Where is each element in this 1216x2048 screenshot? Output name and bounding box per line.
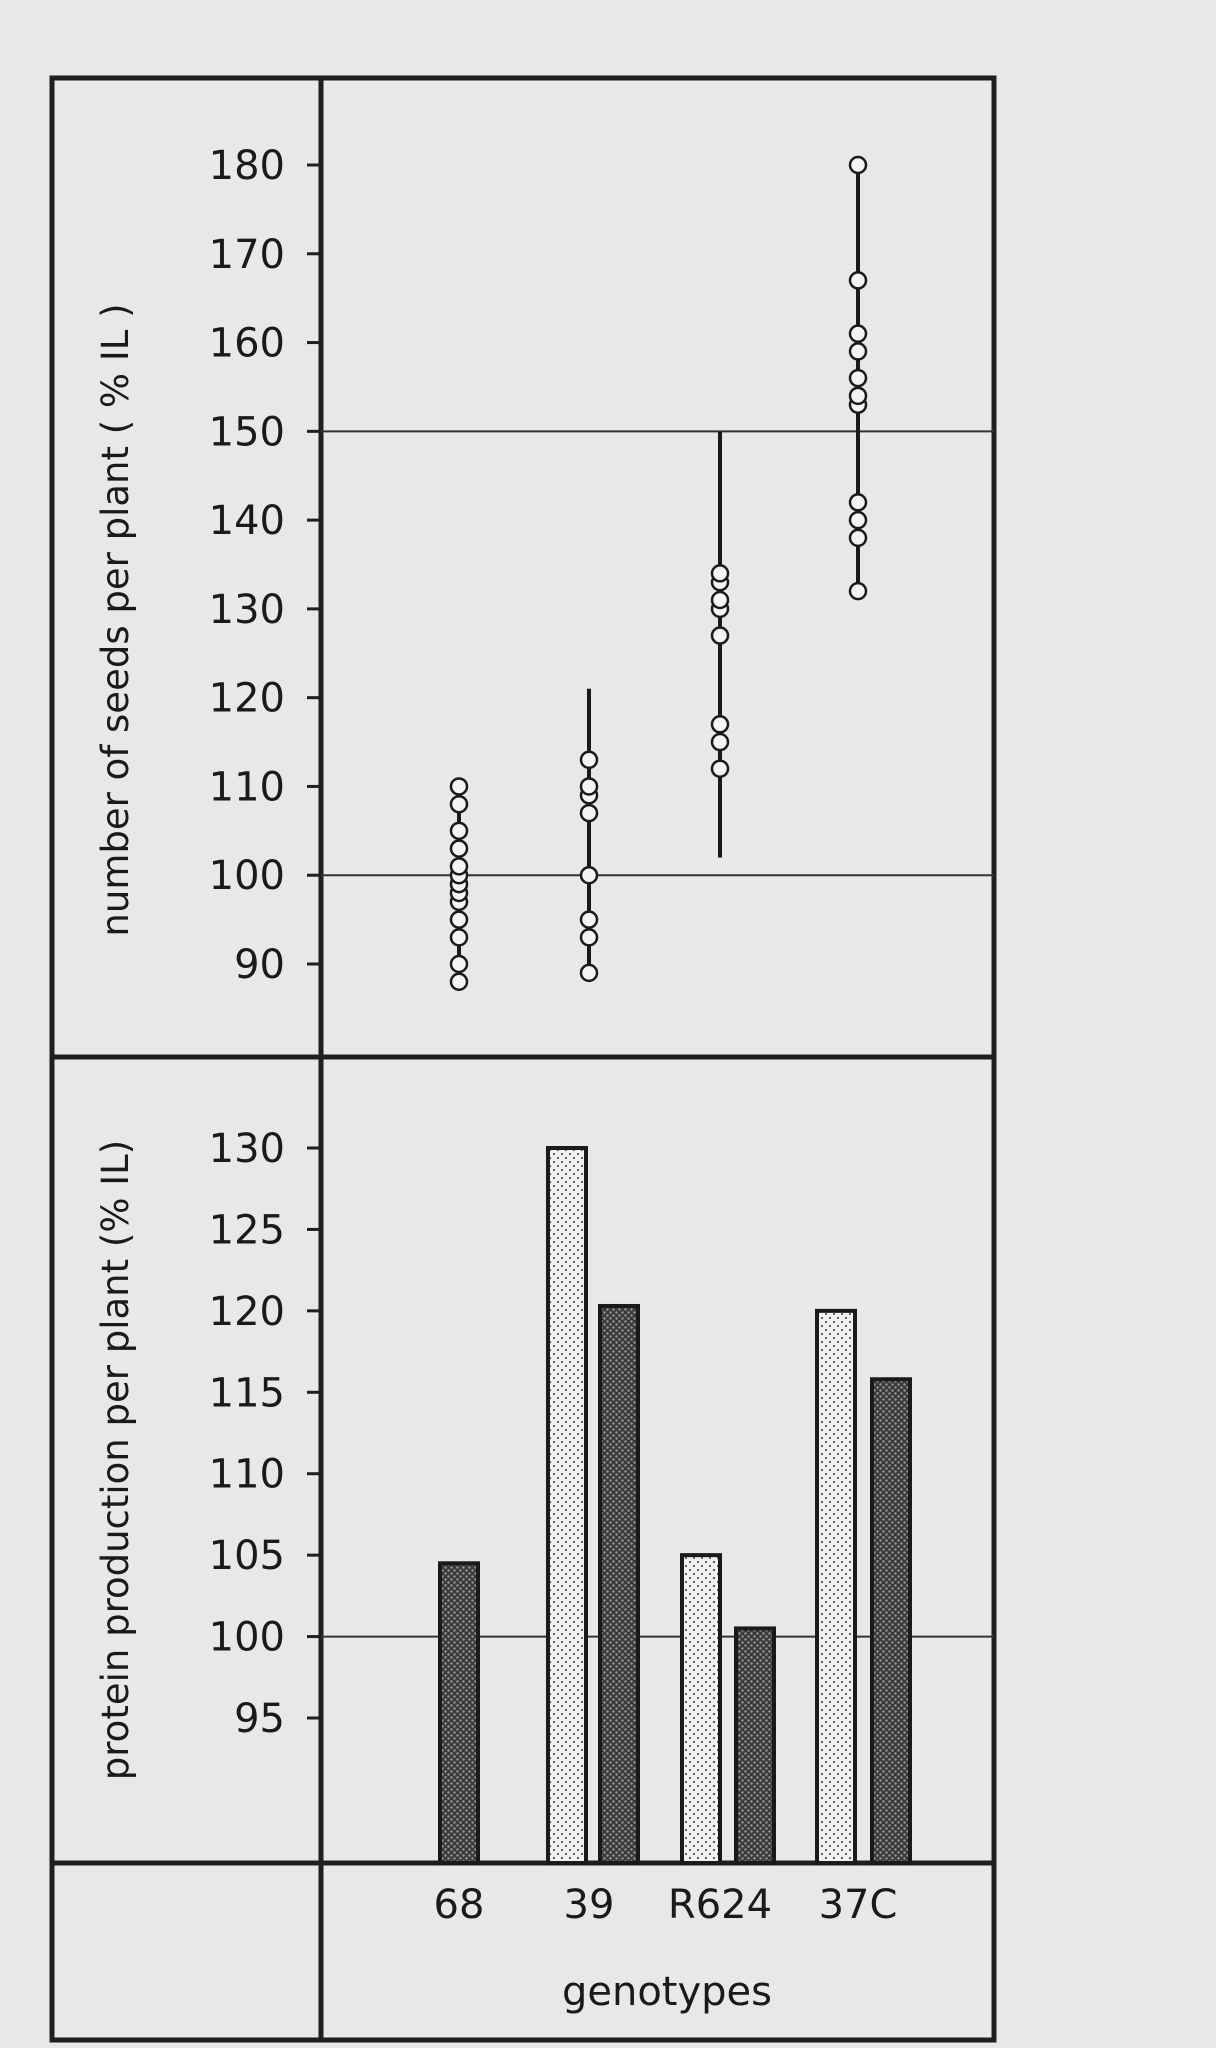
data-point-68-9 <box>449 839 469 858</box>
data-point-39-1 <box>579 928 599 947</box>
data-point-68-10 <box>449 821 469 841</box>
data-point-37c-0 <box>848 581 868 601</box>
y-tick-label-120: 120 <box>209 1289 285 1335</box>
data-point-68-2 <box>449 928 469 947</box>
data-point-r624-2 <box>710 715 730 734</box>
data-point-37c-9 <box>848 271 868 290</box>
category-labels: 68 39 R624 37C <box>434 1882 898 1928</box>
y-tick-label-115: 115 <box>209 1370 285 1416</box>
y-tick-label-130: 130 <box>209 1126 285 1172</box>
data-point-68-11 <box>449 794 469 814</box>
seeds-panel: 90 100 110 120 130 140 150 160 170 180 <box>209 143 994 992</box>
data-point-37c-1 <box>848 528 868 548</box>
bar-37c-dark <box>870 1377 912 1866</box>
y-tick-label-160: 160 <box>209 321 285 367</box>
data-point-68-12 <box>449 777 469 796</box>
data-point-r624-7 <box>710 564 730 583</box>
bar-68-dark <box>438 1561 480 1866</box>
y-tick-label-100: 100 <box>209 853 285 899</box>
y-tick-label-105: 105 <box>209 1533 285 1579</box>
y-tick-label-90: 90 <box>234 942 285 988</box>
y-tick-label-140: 140 <box>209 498 285 544</box>
category-label-37c: 37C <box>819 1882 898 1928</box>
y-tick-label-100: 100 <box>209 1615 285 1661</box>
y-tick-label-170: 170 <box>209 232 285 278</box>
y-tick-label-110: 110 <box>209 764 285 810</box>
x-axis-label: genotypes <box>562 1969 772 2015</box>
protein-panel: 95 100 105 110 115 120 125 130 <box>209 1126 994 1866</box>
data-point-r624-0 <box>710 759 730 778</box>
data-point-68-3 <box>449 910 469 929</box>
data-point-39-7 <box>579 750 599 770</box>
data-point-39-4 <box>579 803 599 823</box>
data-point-39-3 <box>579 865 599 885</box>
data-point-39-2 <box>579 910 599 929</box>
data-point-37c-7 <box>848 342 868 361</box>
y-tick-label-180: 180 <box>209 143 285 189</box>
data-point-37c-3 <box>848 493 868 512</box>
y-tick-label-110: 110 <box>209 1452 285 1498</box>
data-point-r624-3 <box>710 626 730 645</box>
protein-y-axis-label: protein production per plant (% IL) <box>94 1140 137 1780</box>
data-point-37c-5 <box>848 386 868 406</box>
y-tick-label-150: 150 <box>209 409 285 455</box>
y-tick-label-120: 120 <box>209 676 285 722</box>
data-point-68-0 <box>449 972 469 992</box>
data-point-r624-5 <box>710 590 730 610</box>
y-tick-label-130: 130 <box>209 587 285 633</box>
seeds-y-axis-label: number of seeds per plant ( % IL ) <box>94 303 137 936</box>
bar-r624-light <box>680 1553 722 1865</box>
y-tick-label-125: 125 <box>209 1207 285 1253</box>
data-point-37c-10 <box>848 155 868 175</box>
data-point-37c-2 <box>848 510 868 530</box>
data-point-68-1 <box>449 954 469 974</box>
y-tick-label-95: 95 <box>234 1696 285 1742</box>
data-point-68-8 <box>449 857 469 876</box>
data-point-r624-1 <box>710 732 730 752</box>
bar-39-dark <box>598 1303 640 1865</box>
data-point-37c-6 <box>848 368 868 388</box>
bar-37c-light <box>815 1308 857 1866</box>
category-label-r624: R624 <box>668 1882 772 1928</box>
bar-r624-dark <box>734 1626 776 1866</box>
data-point-39-0 <box>579 963 599 983</box>
category-label-68: 68 <box>434 1882 485 1928</box>
category-label-39: 39 <box>564 1882 615 1928</box>
bar-39-light <box>546 1146 588 1865</box>
data-point-37c-8 <box>848 324 868 343</box>
data-point-39-6 <box>579 777 599 796</box>
